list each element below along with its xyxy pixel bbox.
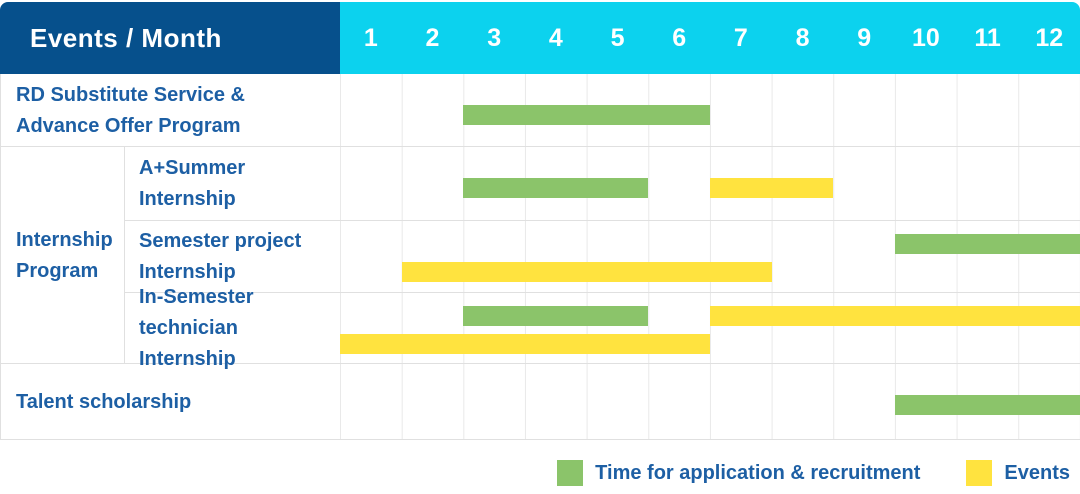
gantt-bar-events [710,306,1080,326]
timeline-row-semester-project [340,221,1080,293]
row-label-talent-scholarship: Talent scholarship [0,364,340,440]
timeline-row-talent-scholarship [340,364,1080,440]
month-header-4: 4 [548,23,563,52]
legend: Time for application & recruitment Event… [0,440,1080,494]
month-header-2: 2 [425,23,440,52]
month-header-6: 6 [672,23,687,52]
timeline-row-rd-substitute [340,74,1080,147]
row-label-in-semester: In-Semester technician Internship [124,286,340,370]
gantt-bar-application [463,105,710,125]
events-month-header: Events / Month [0,2,340,74]
month-header-12: 12 [1035,23,1064,52]
legend-label-application: Time for application & recruitment [595,461,921,484]
month-header-1: 1 [363,23,378,52]
month-header-10: 10 [911,23,940,52]
row-label-semester-project: Semester project Internship [124,221,340,293]
header-title: Events / Month [30,22,222,53]
legend-item-application: Time for application & recruitment [557,460,920,486]
group-label-internship-program: Internship Program [0,147,124,364]
green-swatch-icon [557,460,584,486]
gantt-bar-application [463,178,649,198]
timeline-row-in-semester [340,293,1080,364]
schedule-table: RD Substitute Service & Advance Offer Pr… [0,74,1080,440]
legend-label-events: Events [1004,461,1070,484]
gantt-bar-application [895,234,1080,254]
month-header-5: 5 [610,23,625,52]
yellow-swatch-icon [966,460,993,486]
month-header-8: 8 [795,23,810,52]
month-header-9: 9 [857,23,872,52]
row-label-a-plus-summer: A+Summer Internship [124,147,340,221]
gantt-bar-application [463,306,649,326]
legend-item-events: Events [966,460,1070,486]
gantt-bar-application [895,395,1080,415]
timeline-row-a-plus-summer [340,147,1080,221]
gantt-bar-events [710,178,834,198]
month-header-strip: 1 2 3 4 5 6 7 8 9 10 11 12 [340,2,1080,74]
row-label-rd-substitute: RD Substitute Service & Advance Offer Pr… [0,74,340,147]
gantt-bar-events [340,334,710,354]
gantt-bar-events [401,262,772,282]
month-header-11: 11 [974,23,1001,52]
month-header-3: 3 [487,23,502,52]
table-header-row: Events / Month 1 2 3 4 5 6 7 8 9 10 11 1… [0,2,1080,74]
month-header-7: 7 [733,23,748,52]
